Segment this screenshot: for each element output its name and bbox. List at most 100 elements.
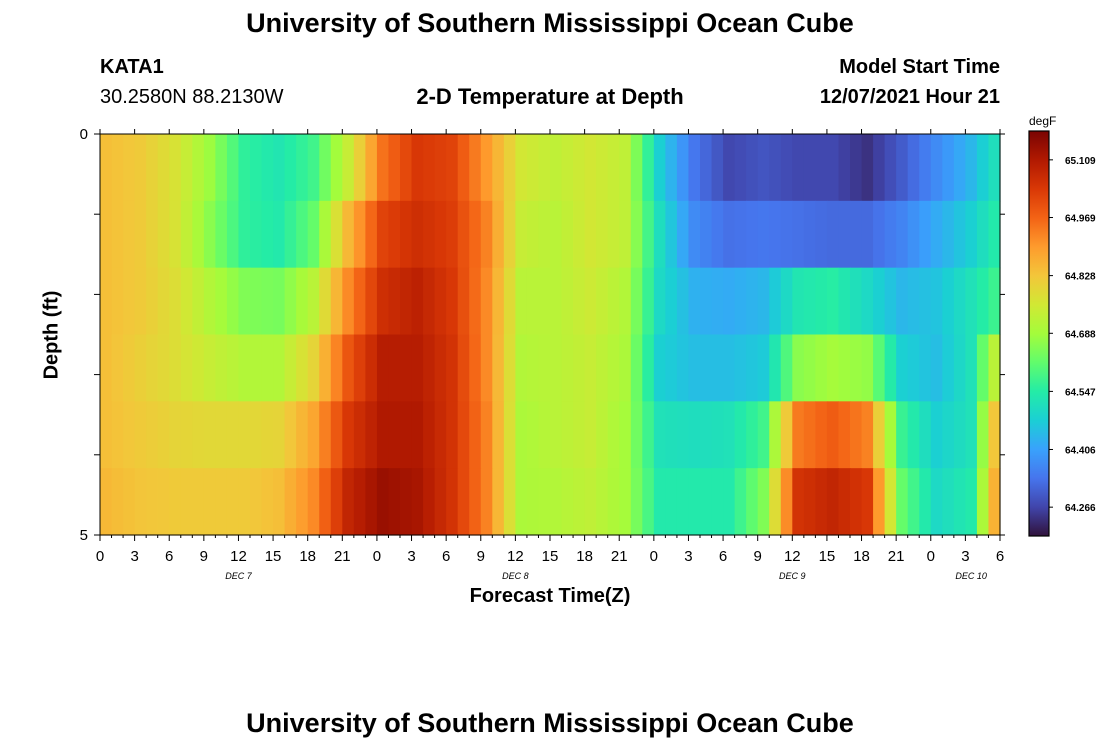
heatmap-cell: [746, 468, 759, 536]
heatmap-cell: [376, 334, 390, 402]
heatmap-cell: [134, 468, 147, 536]
heatmap-cell: [250, 267, 263, 336]
heatmap-cell: [503, 134, 516, 202]
heatmap-cell: [123, 468, 136, 536]
heatmap-cell: [307, 468, 320, 536]
heatmap-cell: [746, 334, 759, 402]
x-tick-label: 9: [200, 548, 208, 565]
x-tick-label: 15: [542, 548, 559, 565]
heatmap-cell: [215, 401, 228, 469]
heatmap-cell: [942, 200, 955, 269]
heatmap-cell: [100, 267, 113, 336]
heatmap-cell: [353, 334, 366, 402]
heatmap-cell: [146, 468, 159, 536]
heatmap-cell: [769, 401, 782, 469]
colorbar-tick-label: 65.109: [1065, 156, 1096, 167]
heatmap-cell: [400, 401, 413, 469]
heatmap-cell: [446, 468, 459, 536]
heatmap-cell: [653, 134, 666, 202]
heatmap-cell: [238, 134, 251, 202]
heatmap-cell: [111, 134, 124, 202]
heatmap-cell: [296, 401, 309, 469]
heatmap-cell: [711, 401, 724, 469]
heatmap-cell: [573, 468, 586, 536]
heatmap-cell: [561, 267, 574, 336]
heatmap-cell: [930, 401, 943, 469]
heatmap-cell: [653, 468, 666, 536]
heatmap-cell: [792, 267, 805, 336]
heatmap-cell: [434, 334, 447, 402]
heatmap-cell: [538, 334, 551, 402]
heatmap-cell: [988, 134, 1001, 202]
heatmap-cell: [942, 134, 955, 202]
heatmap-cell: [238, 468, 251, 536]
heatmap-cell: [596, 334, 609, 402]
heatmap-cell: [365, 401, 378, 469]
heatmap-cell: [757, 401, 770, 469]
heatmap-cell: [192, 334, 205, 402]
x-tick-label: 18: [853, 548, 870, 565]
heatmap-cell: [480, 468, 493, 536]
colorbar-tick-label: 64.266: [1065, 503, 1096, 514]
heatmap-cell: [711, 468, 724, 536]
heatmap-cell: [861, 334, 874, 402]
heatmap-cell: [480, 334, 493, 402]
heatmap-cell: [953, 334, 966, 402]
heatmap-cell: [296, 200, 309, 269]
heatmap-cell: [711, 334, 724, 402]
heatmap-cell: [723, 134, 736, 202]
colorbar-bar: [1028, 130, 1050, 537]
heatmap-cell: [930, 468, 943, 536]
heatmap-cell: [976, 200, 990, 269]
heatmap-cell: [723, 200, 736, 269]
heatmap-cell: [353, 134, 366, 202]
heatmap-cell: [723, 267, 736, 336]
heatmap-cell: [353, 468, 366, 536]
heatmap-cell: [434, 200, 447, 269]
heatmap-cell: [907, 200, 920, 269]
heatmap-cell: [388, 334, 401, 402]
heatmap-cell: [976, 334, 990, 402]
heatmap-cell: [930, 267, 943, 336]
heatmap-cell: [503, 200, 516, 269]
heatmap-cell: [169, 200, 182, 269]
heatmap-cell: [965, 200, 978, 269]
heatmap-cell: [688, 267, 701, 336]
heatmap-cell: [769, 468, 782, 536]
heatmap-cell: [607, 200, 620, 269]
model-start-value: 12/07/2021 Hour 21: [819, 86, 1000, 108]
heatmap-cell: [250, 200, 263, 269]
heatmap-cell: [157, 200, 170, 269]
heatmap-cell: [676, 200, 690, 269]
heatmap-cell: [423, 334, 436, 402]
heatmap-cell: [238, 267, 251, 336]
heatmap-cell: [423, 134, 436, 202]
heatmap-cell: [515, 401, 528, 469]
heatmap-cell: [803, 134, 816, 202]
heatmap-cell: [584, 134, 597, 202]
x-tick-label: 12: [230, 548, 247, 565]
heatmap-cell: [873, 134, 886, 202]
heatmap-cell: [965, 334, 978, 402]
heatmap-cell: [538, 200, 551, 269]
station-coordinates: 30.2580N 88.2130W: [100, 86, 284, 108]
heatmap-cell: [746, 134, 759, 202]
heatmap-cell: [861, 401, 874, 469]
heatmap-cell: [492, 401, 505, 469]
heatmap-cell: [446, 200, 459, 269]
heatmap-cell: [757, 267, 770, 336]
heatmap-cell: [261, 134, 274, 202]
heatmap-cell: [376, 468, 390, 536]
heatmap-cell: [734, 401, 747, 469]
heatmap-cell: [238, 401, 251, 469]
heatmap-cell: [746, 401, 759, 469]
date-label: DEC 7: [225, 571, 253, 581]
heatmap-cell: [503, 267, 516, 336]
heatmap-cell: [953, 134, 966, 202]
heatmap-cell: [376, 401, 390, 469]
heatmap-cell: [180, 401, 193, 469]
heatmap-cell: [469, 401, 482, 469]
heatmap-cell: [457, 267, 470, 336]
heatmap-cell: [400, 334, 413, 402]
heatmap-cell: [630, 401, 643, 469]
